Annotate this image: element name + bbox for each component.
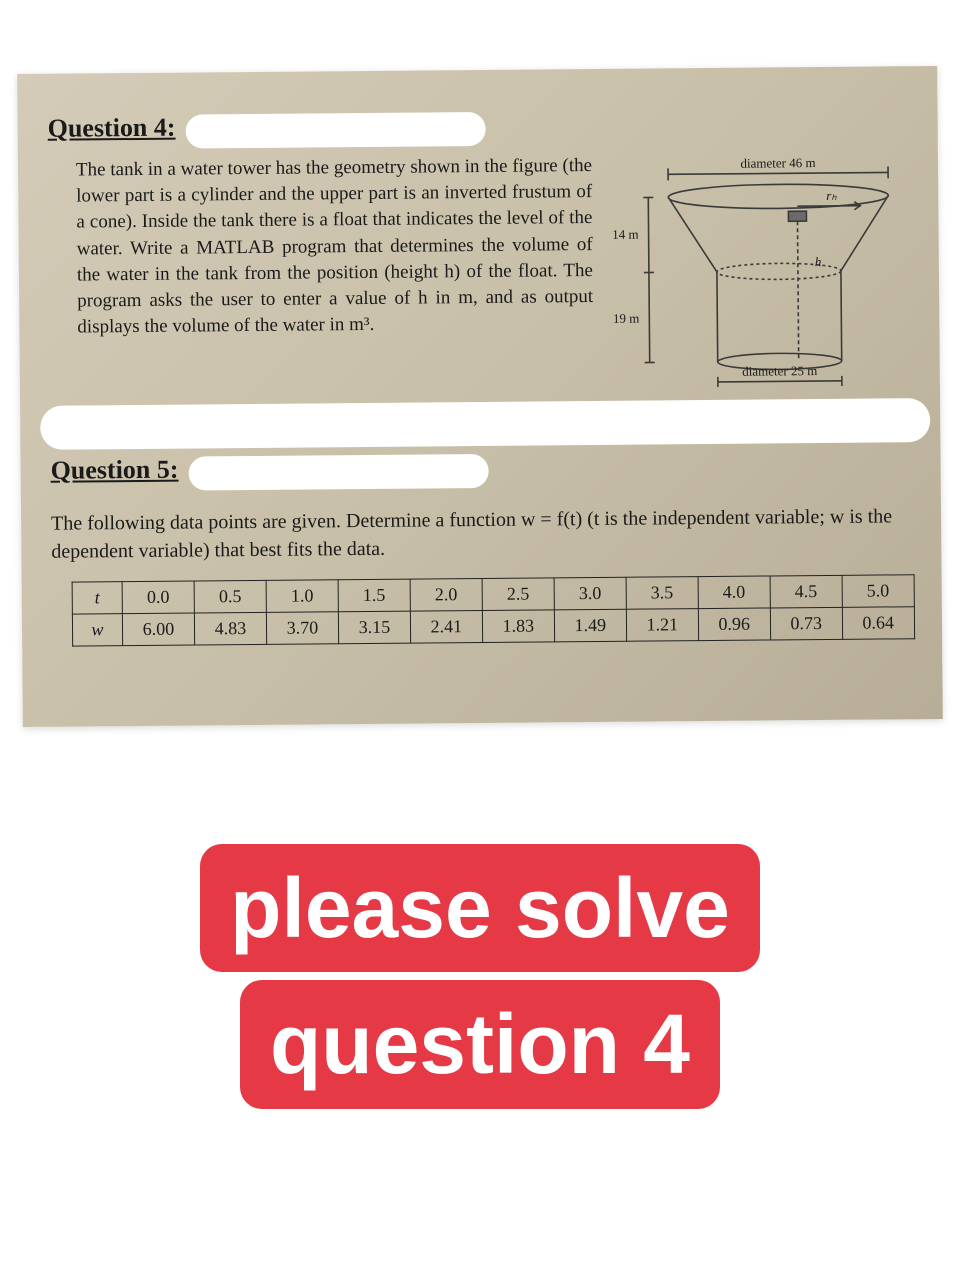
- q5-prompt-text: The following data points are given. Det…: [51, 502, 911, 566]
- table-cell: 0.5: [194, 580, 266, 613]
- table-cell: 4.5: [770, 575, 842, 608]
- table-cell: 1.49: [554, 609, 626, 642]
- table-cell: 2.0: [410, 578, 482, 611]
- diagram-frustum-h: 14 m: [612, 227, 639, 242]
- table-cell: 4.0: [698, 576, 770, 609]
- table-cell: 0.0: [122, 581, 194, 614]
- instruction-banner: please solve question 4: [0, 840, 960, 1113]
- table-cell: 3.15: [338, 611, 410, 644]
- diagram-bottom-label: diameter 25 m: [742, 363, 817, 379]
- tank-diagram: diameter 46 m: [608, 150, 910, 403]
- table-cell: 0.96: [698, 608, 770, 641]
- table-cell: 1.5: [338, 579, 410, 612]
- table-row: w 6.00 4.83 3.70 3.15 2.41 1.83 1.49 1.2…: [72, 607, 914, 646]
- table-cell: 6.00: [122, 613, 194, 646]
- table-cell: t: [72, 582, 122, 614]
- table-cell: 3.5: [626, 577, 698, 610]
- float-icon: [788, 211, 806, 221]
- whiteout-strip: [188, 454, 488, 491]
- table-cell: 3.0: [554, 577, 626, 610]
- whiteout-strip: [185, 112, 485, 149]
- table-cell: 1.21: [626, 609, 698, 642]
- q4-block: Question 4: The tank in a water tower ha…: [48, 106, 911, 407]
- banner-line2: question 4: [240, 980, 720, 1108]
- diagram-h-label: h: [815, 254, 822, 269]
- table-cell: 1.83: [482, 610, 554, 643]
- table-cell: 4.83: [194, 612, 266, 645]
- whiteout-strip: [40, 398, 930, 450]
- table-cell: 1.0: [266, 580, 338, 613]
- table-cell: 3.70: [266, 612, 338, 645]
- q5-heading: Question 5:: [51, 455, 179, 486]
- q4-heading: Question 4:: [48, 113, 176, 144]
- q5-block: Question 5: The following data points ar…: [51, 448, 913, 646]
- table-cell: 2.5: [482, 578, 554, 611]
- table-cell: 0.73: [770, 607, 842, 640]
- table-cell: 5.0: [842, 575, 914, 608]
- worksheet-page: Question 4: The tank in a water tower ha…: [17, 66, 943, 727]
- table-cell: 2.41: [410, 610, 482, 643]
- q5-data-table: t 0.0 0.5 1.0 1.5 2.0 2.5 3.0 3.5 4.0 4.…: [72, 574, 915, 646]
- q4-content-row: The tank in a water tower has the geomet…: [48, 150, 910, 407]
- table-cell: 0.64: [842, 607, 914, 640]
- banner-line1: please solve: [200, 844, 760, 972]
- diagram-cyl-h: 19 m: [613, 311, 640, 326]
- diagram-rh-label: rₕ: [826, 188, 837, 203]
- table-cell: w: [72, 614, 122, 646]
- q4-prompt-text: The tank in a water tower has the geomet…: [48, 153, 594, 341]
- diagram-top-label: diameter 46 m: [740, 155, 815, 171]
